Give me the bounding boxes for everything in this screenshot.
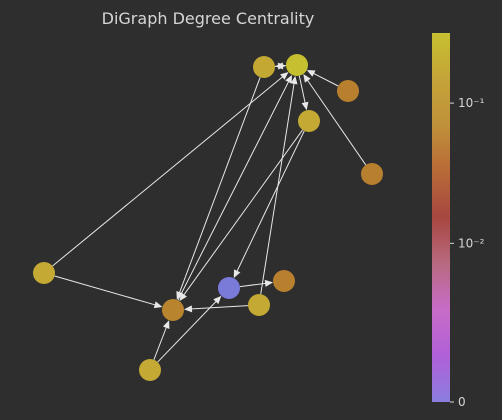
edge-n6-n2: [52, 75, 285, 267]
arrowhead-n11-n9: [162, 320, 170, 329]
graph-node-n11: [139, 359, 161, 381]
edge-n10-n2: [260, 81, 295, 295]
colorbar-bar: [432, 33, 450, 402]
edge-n6-n9: [54, 275, 157, 306]
arrowhead-n9-n2: [285, 74, 293, 84]
graph-node-n4: [298, 110, 320, 132]
nodes-layer: [33, 54, 383, 381]
arrowhead-n10-n9: [183, 305, 193, 313]
graph-node-n5: [361, 163, 383, 185]
edge-n4-n7: [235, 130, 305, 273]
edge-n9-n2: [177, 79, 290, 301]
graph-node-n2: [286, 54, 308, 76]
colorbar-ticks: 10⁻¹ 10⁻² 0: [450, 96, 485, 409]
arrowhead-n2-n1: [274, 62, 284, 70]
arrowhead-n6-n2: [280, 71, 289, 80]
graph-node-n1: [253, 56, 275, 78]
edge-n11-n7: [157, 299, 218, 363]
arrowhead-n3-n2: [306, 69, 316, 77]
edge-n1-n9: [178, 77, 261, 295]
chart-title: DiGraph Degree Centrality: [102, 9, 315, 28]
arrowhead-n6-n9: [153, 301, 163, 309]
graph-node-n8: [273, 270, 295, 292]
colorbar: 10⁻¹ 10⁻² 0: [432, 33, 485, 409]
graph-node-n7: [218, 277, 240, 299]
graph-node-n9: [162, 299, 184, 321]
edge-n2-n4: [298, 75, 306, 105]
edge-n10-n9: [189, 305, 249, 310]
edge-n11-n9: [153, 325, 168, 360]
arrowhead-n7-n8: [264, 279, 274, 287]
colorbar-tick-label: 10⁻¹: [458, 96, 485, 110]
colorbar-tick-label: 10⁻²: [458, 236, 485, 250]
arrowhead-n4-n7: [233, 269, 241, 279]
arrowhead-n11-n7: [213, 295, 222, 305]
edge-n5-n2: [306, 78, 367, 166]
colorbar-tick-label: 0: [458, 395, 466, 409]
graph-node-n6: [33, 262, 55, 284]
edges-layer: [52, 62, 367, 363]
edge-n7-n8: [239, 282, 268, 288]
arrowhead-n5-n2: [303, 74, 311, 83]
arrowhead-n2-n4: [301, 101, 309, 111]
arrowhead-n10-n2: [290, 75, 298, 85]
edge-n3-n2: [311, 72, 339, 87]
graph-node-n10: [248, 294, 270, 316]
graph-node-n3: [337, 80, 359, 102]
